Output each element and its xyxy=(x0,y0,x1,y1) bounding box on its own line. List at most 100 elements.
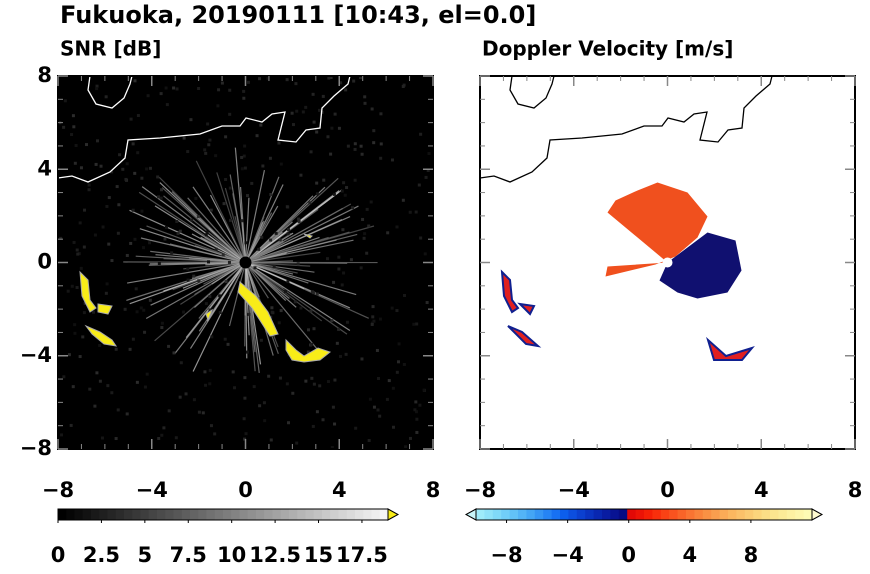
snr-noise xyxy=(225,280,228,283)
snr-noise xyxy=(309,310,312,313)
snr-noise xyxy=(223,202,226,205)
snr-noise xyxy=(135,287,138,290)
snr-noise xyxy=(415,211,418,214)
colorbar-cell xyxy=(174,509,183,520)
snr-noise xyxy=(376,349,379,352)
snr-noise xyxy=(295,110,298,113)
snr-noise xyxy=(316,292,319,295)
y-tick-label: 8 xyxy=(37,63,52,87)
colorbar-cell xyxy=(132,509,141,520)
snr-noise xyxy=(115,348,118,351)
colorbar-extend xyxy=(812,509,822,520)
snr-noise xyxy=(229,219,232,222)
colorbar-cell xyxy=(124,509,133,520)
snr-noise xyxy=(299,174,302,177)
snr-noise xyxy=(194,197,197,200)
snr-noise xyxy=(337,268,340,271)
snr-noise xyxy=(330,319,333,322)
snr-noise xyxy=(299,307,302,310)
snr-noise xyxy=(96,139,99,142)
colorbar-tick-label: 4 xyxy=(683,543,698,567)
snr-noise xyxy=(76,286,79,289)
snr-noise xyxy=(208,295,211,298)
snr-noise xyxy=(132,142,135,145)
snr-noise xyxy=(73,241,76,244)
colorbar-cell xyxy=(644,509,653,520)
snr-noise xyxy=(392,426,395,429)
snr-noise xyxy=(157,195,160,198)
snr-noise xyxy=(165,226,168,229)
snr-noise xyxy=(334,113,337,116)
snr-noise xyxy=(210,209,213,212)
colorbar-cell xyxy=(347,509,356,520)
snr-noise xyxy=(337,328,340,331)
colorbar-cell xyxy=(728,509,737,520)
snr-noise xyxy=(395,309,398,312)
snr-noise xyxy=(388,379,391,382)
snr-noise xyxy=(167,345,170,348)
snr-noise xyxy=(129,242,132,245)
panel-title: Doppler Velocity [m/s] xyxy=(482,37,733,61)
colorbar-tick-label: 10 xyxy=(217,543,246,567)
snr-noise xyxy=(260,236,263,239)
colorbar-cell xyxy=(510,509,519,520)
snr-noise xyxy=(297,218,300,221)
y-tick-label: −8 xyxy=(20,436,52,460)
snr-noise xyxy=(149,299,152,302)
snr-noise xyxy=(215,248,218,251)
snr-noise xyxy=(396,225,399,228)
colorbar-cell xyxy=(703,509,712,520)
snr-noise xyxy=(419,133,422,136)
snr-noise xyxy=(310,150,313,153)
x-tick-label: 0 xyxy=(660,478,675,502)
snr-noise xyxy=(371,107,374,110)
snr-noise xyxy=(62,375,65,378)
snr-noise xyxy=(373,406,376,409)
snr-noise xyxy=(70,424,73,427)
snr-noise xyxy=(315,131,318,134)
snr-noise xyxy=(367,225,370,228)
colorbar-cell xyxy=(711,509,720,520)
snr-noise xyxy=(412,323,415,326)
colorbar-cell xyxy=(149,509,158,520)
snr-noise xyxy=(208,139,211,142)
snr-noise xyxy=(175,220,178,223)
snr-noise xyxy=(186,267,189,270)
colorbar-cell xyxy=(619,509,628,520)
snr-noise xyxy=(369,398,372,401)
snr-noise xyxy=(185,392,188,395)
snr-noise xyxy=(205,302,208,305)
snr-noise xyxy=(280,309,283,312)
snr-noise xyxy=(172,86,175,89)
snr-noise xyxy=(392,387,395,390)
snr-noise xyxy=(253,266,256,269)
colorbar-cell xyxy=(762,509,771,520)
snr-noise xyxy=(95,163,98,166)
snr-noise xyxy=(207,143,210,146)
colorbar-cell xyxy=(753,509,762,520)
snr-noise xyxy=(415,418,418,421)
snr-noise xyxy=(133,238,136,241)
snr-noise xyxy=(418,184,421,187)
snr-noise xyxy=(210,424,213,427)
snr-noise xyxy=(101,436,104,439)
snr-noise xyxy=(313,383,316,386)
snr-noise xyxy=(133,172,136,175)
colorbar-cell xyxy=(108,509,117,520)
snr-noise xyxy=(126,412,129,415)
colorbar-cell xyxy=(745,509,754,520)
snr-noise xyxy=(327,380,330,383)
x-tick-label: 4 xyxy=(332,478,347,502)
snr-noise xyxy=(233,386,236,389)
snr-noise xyxy=(132,338,135,341)
snr-noise xyxy=(197,279,200,282)
figure-title: Fukuoka, 20190111 [10:43, el=0.0] xyxy=(60,1,536,29)
snr-noise xyxy=(136,310,139,313)
snr-noise xyxy=(243,155,246,158)
snr-noise xyxy=(379,318,382,321)
snr-noise xyxy=(402,199,405,202)
snr-noise xyxy=(76,253,79,256)
colorbar-cell xyxy=(306,509,315,520)
snr-noise xyxy=(315,182,318,185)
